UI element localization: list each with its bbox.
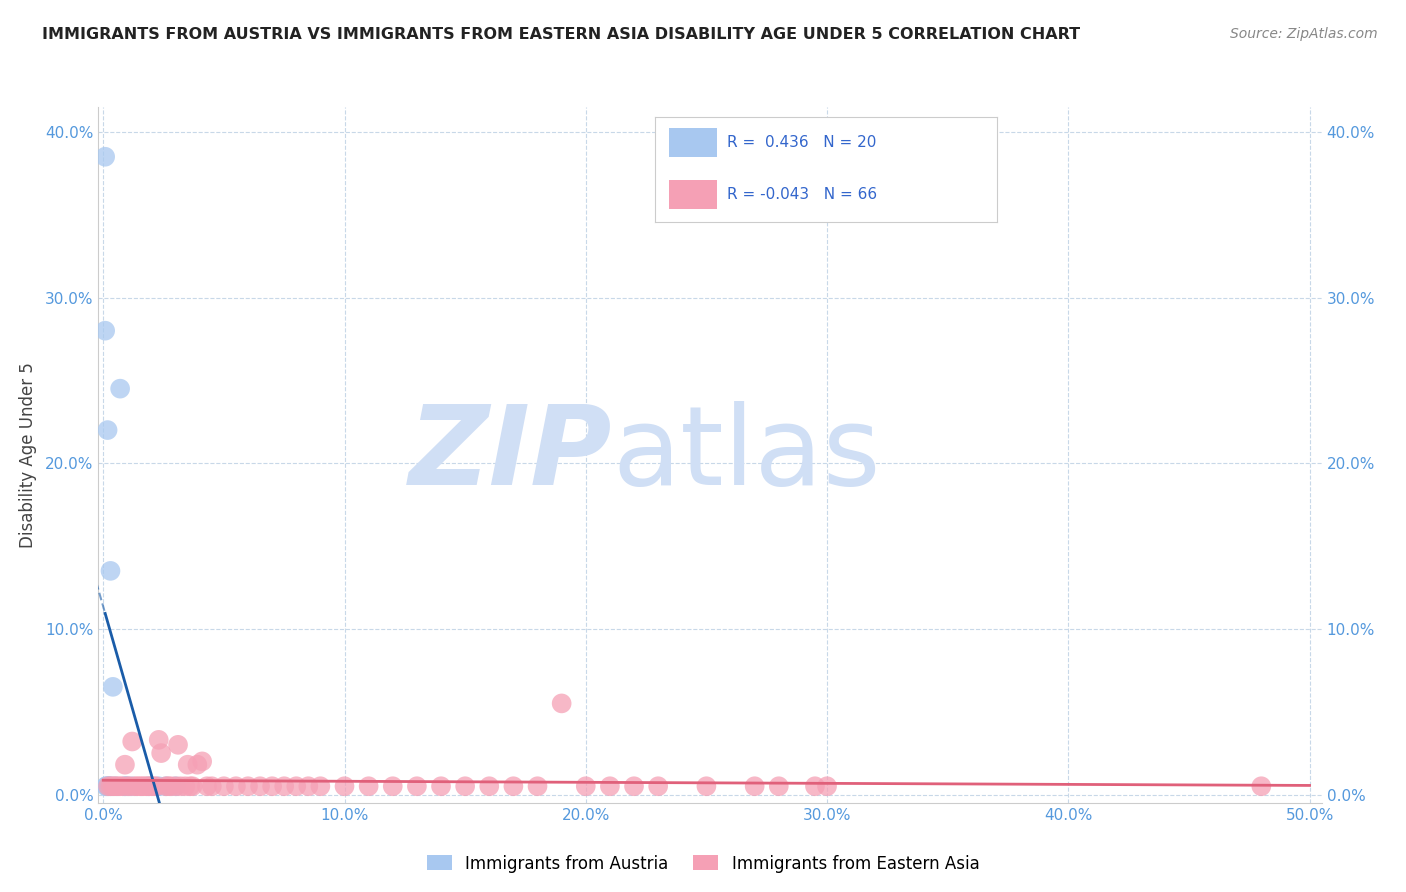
Point	[186, 757, 208, 772]
Point	[157, 779, 180, 793]
Point	[108, 779, 131, 793]
Point	[138, 779, 160, 793]
Point	[195, 779, 218, 793]
Point	[145, 779, 167, 793]
Point	[575, 779, 598, 793]
Point	[262, 779, 284, 793]
Point	[118, 779, 141, 793]
Point	[647, 779, 669, 793]
Point	[114, 779, 136, 793]
Text: atlas: atlas	[612, 401, 880, 508]
Point	[176, 757, 198, 772]
Point	[94, 779, 117, 793]
Point	[249, 779, 271, 793]
Point	[101, 680, 124, 694]
Point	[285, 779, 308, 793]
Point	[406, 779, 429, 793]
Text: ZIP: ZIP	[409, 401, 612, 508]
Point	[97, 779, 120, 793]
Point	[104, 779, 127, 793]
Point	[430, 779, 453, 793]
Point	[138, 779, 160, 793]
Point	[100, 779, 122, 793]
Point	[98, 779, 121, 793]
Point	[155, 779, 177, 793]
Point	[212, 779, 235, 793]
Point	[117, 779, 139, 793]
Point	[100, 564, 122, 578]
Point	[695, 779, 717, 793]
Point	[550, 697, 572, 711]
Point	[125, 779, 148, 793]
Legend: Immigrants from Austria, Immigrants from Eastern Asia: Immigrants from Austria, Immigrants from…	[420, 848, 986, 880]
Point	[478, 779, 501, 793]
Point	[165, 779, 187, 793]
Point	[357, 779, 380, 793]
Point	[114, 779, 136, 793]
Point	[815, 779, 838, 793]
Point	[804, 779, 827, 793]
Point	[273, 779, 295, 793]
Point	[135, 779, 157, 793]
Point	[599, 779, 621, 793]
Point	[159, 779, 181, 793]
Point	[124, 779, 146, 793]
Point	[181, 779, 204, 793]
Point	[94, 779, 117, 793]
Point	[148, 779, 170, 793]
Point	[141, 779, 163, 793]
Point	[165, 779, 187, 793]
Point	[94, 150, 117, 164]
Point	[174, 779, 197, 793]
Point	[169, 779, 191, 793]
Point	[121, 734, 143, 748]
Point	[623, 779, 645, 793]
Point	[107, 779, 129, 793]
Point	[128, 779, 150, 793]
Point	[309, 779, 332, 793]
Point	[131, 779, 153, 793]
Point	[100, 779, 122, 793]
Point	[150, 746, 173, 760]
Point	[117, 779, 139, 793]
Text: IMMIGRANTS FROM AUSTRIA VS IMMIGRANTS FROM EASTERN ASIA DISABILITY AGE UNDER 5 C: IMMIGRANTS FROM AUSTRIA VS IMMIGRANTS FR…	[42, 27, 1080, 42]
Point	[381, 779, 404, 793]
Point	[236, 779, 259, 793]
Y-axis label: Disability Age Under 5: Disability Age Under 5	[18, 362, 37, 548]
Point	[526, 779, 548, 793]
Point	[134, 779, 156, 793]
Point	[454, 779, 477, 793]
Point	[191, 755, 214, 769]
Point	[225, 779, 247, 793]
Point	[142, 779, 165, 793]
Point	[114, 757, 136, 772]
Point	[744, 779, 766, 793]
Point	[167, 738, 190, 752]
Point	[1250, 779, 1272, 793]
Point	[297, 779, 319, 793]
Text: Source: ZipAtlas.com: Source: ZipAtlas.com	[1230, 27, 1378, 41]
Point	[97, 423, 120, 437]
Point	[201, 779, 224, 793]
Point	[97, 779, 120, 793]
Point	[179, 779, 201, 793]
Point	[502, 779, 524, 793]
Point	[333, 779, 356, 793]
Point	[94, 324, 117, 338]
Point	[101, 779, 124, 793]
Point	[111, 779, 134, 793]
Point	[121, 779, 143, 793]
Point	[148, 732, 170, 747]
Point	[768, 779, 790, 793]
Point	[155, 779, 177, 793]
Point	[104, 779, 127, 793]
Point	[108, 382, 131, 396]
